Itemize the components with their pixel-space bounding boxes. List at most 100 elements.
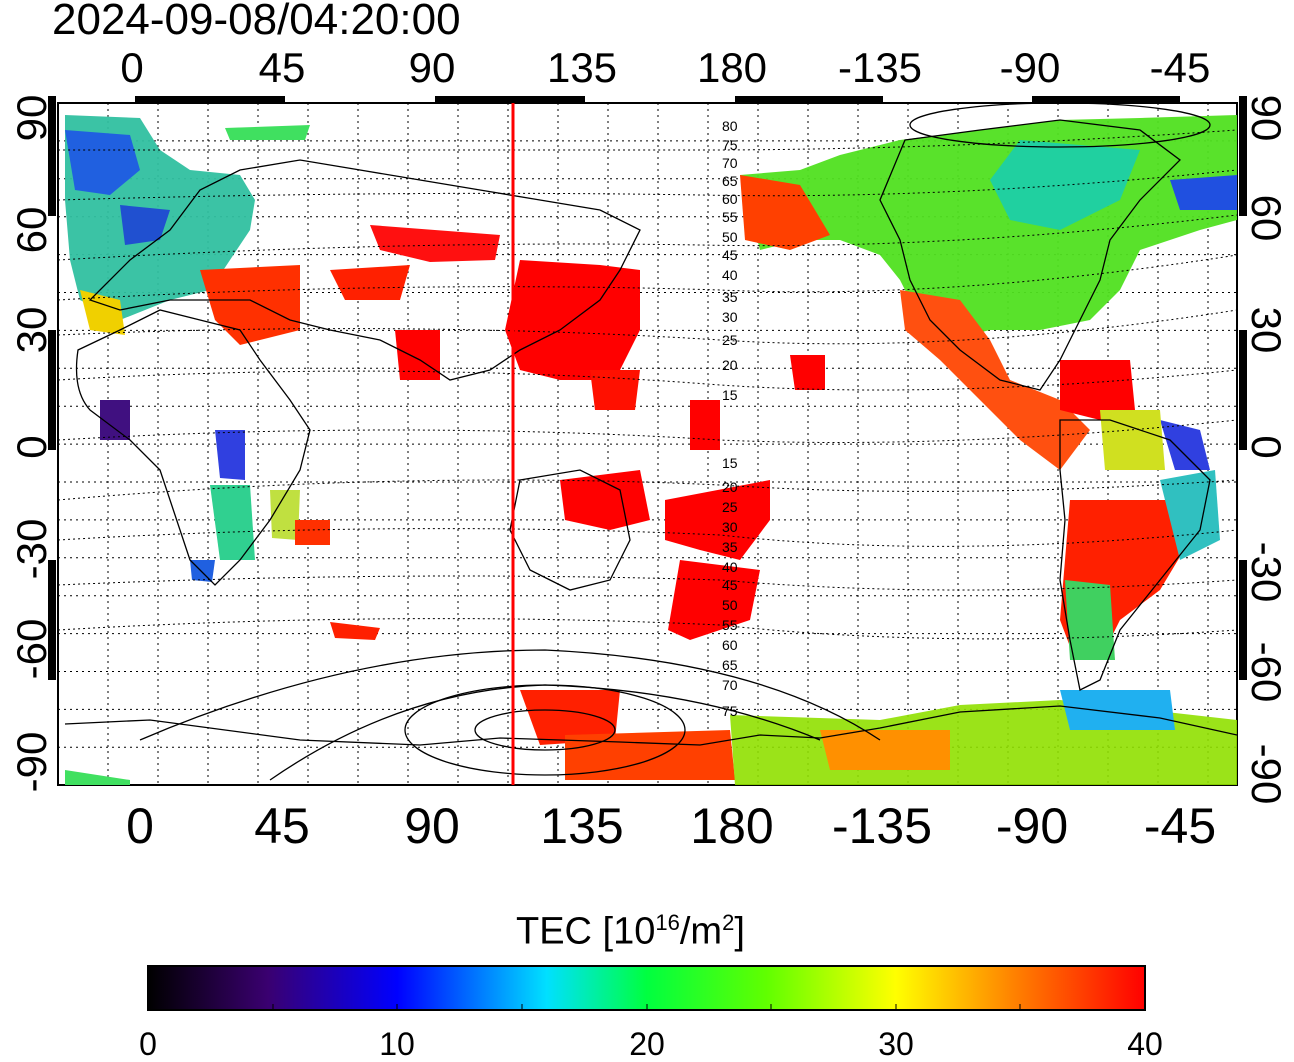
bottom-lon-label: 180 <box>690 798 774 854</box>
tec-antarctic-pacific <box>565 730 735 780</box>
contour-label: 75 <box>722 703 738 719</box>
contour-label: 30 <box>722 519 738 535</box>
tec-antarctic-peninsula <box>1060 690 1175 730</box>
colorbar-tick-label: 10 <box>379 1026 415 1062</box>
contour-label: 55 <box>722 617 738 633</box>
contour-label: 15 <box>722 455 738 471</box>
tec-south-indian <box>330 622 380 640</box>
contour-label: 30 <box>722 309 738 325</box>
contour-label: 80 <box>722 118 738 134</box>
bottom-lon-label: -45 <box>1143 798 1217 854</box>
colorbar-title-exp2: 2 <box>722 910 735 935</box>
tec-south-ocean <box>520 690 620 745</box>
contour-labels: 80 75 70 65 60 55 50 45 40 35 30 25 20 1… <box>722 118 738 719</box>
tec-central-america <box>900 290 1090 470</box>
colorbar-ticks <box>147 1004 1021 1010</box>
contour-label: 20 <box>722 357 738 373</box>
tec-africa <box>215 430 245 480</box>
tec-greenland-low <box>1170 175 1237 210</box>
tec-amazon <box>1100 410 1165 470</box>
tec-europe-high <box>80 290 125 335</box>
contour-label: 65 <box>722 173 738 189</box>
colorbar-title-exp1: 16 <box>655 910 680 935</box>
tec-india <box>395 330 440 380</box>
tec-pacific <box>690 400 720 450</box>
tec-tasman <box>665 480 770 560</box>
contour-label: 35 <box>722 539 738 555</box>
contour-label: 70 <box>722 155 738 171</box>
timestamp-label: 2024-09-08/04:20:00 <box>52 0 461 44</box>
contour-label: 45 <box>722 577 738 593</box>
contour-label: 50 <box>722 597 738 613</box>
tec-europe-low <box>120 205 170 245</box>
colorbar-title-end: ] <box>734 910 745 953</box>
tec-canada <box>990 140 1140 230</box>
tec-africa <box>210 485 255 560</box>
top-lon-label: -135 <box>837 44 923 91</box>
bottom-lon-label: 90 <box>404 798 460 854</box>
tec-antarctica-high <box>820 730 950 770</box>
tec-brazil <box>1160 470 1220 560</box>
colorbar-tick-label: 40 <box>1127 1026 1163 1062</box>
bottom-lon-label: -90 <box>995 798 1069 854</box>
top-lon-label: -90 <box>999 44 1061 91</box>
contour-label: 25 <box>722 332 738 348</box>
tec-caribbean <box>1060 360 1135 420</box>
colorbar-tick-label: 30 <box>878 1026 914 1062</box>
tec-central-asia <box>330 265 410 300</box>
bottom-lon-label: -135 <box>831 798 933 854</box>
contour-label: 40 <box>722 559 738 575</box>
tec-patagonia <box>1065 580 1115 660</box>
contour-label: 60 <box>722 191 738 207</box>
contour-label: 65 <box>722 657 738 673</box>
colorbar <box>147 965 1146 1011</box>
colorbar-title-main: TEC [10 <box>516 910 656 953</box>
colorbar-title-mid: /m <box>679 910 723 953</box>
top-lon-label: 180 <box>696 44 768 91</box>
tec-madagascar <box>270 490 300 540</box>
bottom-lon-label: 45 <box>254 798 310 854</box>
contour-label: 45 <box>722 247 738 263</box>
tec-alaska <box>740 175 830 250</box>
bottom-lon-label: 0 <box>126 798 154 854</box>
colorbar-title: TEC [1016/m2] <box>516 900 745 955</box>
tec-west-africa <box>100 400 130 440</box>
tec-philippine-sea <box>590 370 640 410</box>
tec-europe-low <box>65 130 140 195</box>
contour-label: 25 <box>722 499 738 515</box>
australia-outline <box>509 469 631 591</box>
tec-antarctic-atlantic <box>65 770 130 785</box>
tec-asia-north <box>370 225 500 262</box>
top-lon-label: 0 <box>120 44 144 91</box>
top-lon-label: 90 <box>408 44 456 91</box>
tec-patches <box>65 115 1237 785</box>
frame-ticks <box>48 96 1247 680</box>
colorbar-tick-label: 20 <box>629 1026 665 1062</box>
tec-new-zealand <box>668 560 760 640</box>
tec-hawaii <box>790 355 825 390</box>
eurasia-outline <box>88 159 641 381</box>
top-lon-label: 45 <box>258 44 306 91</box>
contour-label: 55 <box>722 209 738 225</box>
bottom-lon-label: 135 <box>540 798 624 854</box>
south-america-outline <box>1059 419 1211 691</box>
contour-label: 70 <box>722 677 738 693</box>
contour-label: 50 <box>722 229 738 245</box>
tec-arctic-eu <box>225 125 310 140</box>
contour-label: 75 <box>722 137 738 153</box>
tec-australia-north <box>560 470 650 530</box>
contour-label: 60 <box>722 637 738 653</box>
antarctica-outline <box>64 705 1237 746</box>
contour-label: 20 <box>722 479 738 495</box>
magnetic-pole-contours <box>139 103 1211 781</box>
tec-indian-ocean <box>295 520 330 545</box>
contour-label: 40 <box>722 267 738 283</box>
contour-label: 35 <box>722 289 738 305</box>
magnetic-latitude-contours <box>58 129 1237 640</box>
tec-mideast <box>200 265 300 345</box>
colorbar-tick-label: 0 <box>139 1026 157 1062</box>
tec-brazil-coast <box>1160 420 1210 470</box>
top-lon-label: 135 <box>546 44 618 91</box>
coastlines <box>64 119 1237 746</box>
